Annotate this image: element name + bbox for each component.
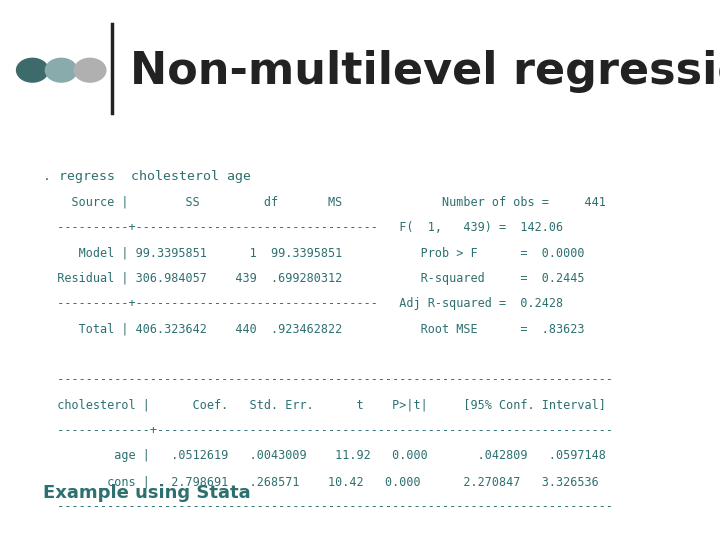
Text: -------------+----------------------------------------------------------------: -------------+--------------------------…: [43, 424, 613, 437]
Text: Non-multilevel regression: Non-multilevel regression: [130, 50, 720, 93]
Text: ------------------------------------------------------------------------------: ----------------------------------------…: [43, 373, 613, 386]
Text: ----------+----------------------------------   F(  1,   439) =  142.06: ----------+-----------------------------…: [43, 221, 563, 234]
Circle shape: [74, 58, 106, 82]
Text: Source |        SS         df       MS              Number of obs =     441: Source | SS df MS Number of obs = 441: [43, 195, 606, 208]
Text: Total | 406.323642    440  .923462822           Root MSE      =  .83623: Total | 406.323642 440 .923462822 Root M…: [43, 322, 585, 335]
Text: . regress  cholesterol age: . regress cholesterol age: [43, 170, 251, 183]
Text: Residual | 306.984057    439  .699280312           R-squared     =  0.2445: Residual | 306.984057 439 .699280312 R-s…: [43, 272, 585, 285]
Text: Model | 99.3395851      1  99.3395851           Prob > F      =  0.0000: Model | 99.3395851 1 99.3395851 Prob > F…: [43, 246, 585, 259]
Text: ----------+----------------------------------   Adj R-squared =  0.2428: ----------+-----------------------------…: [43, 297, 563, 310]
Text: ------------------------------------------------------------------------------: ----------------------------------------…: [43, 500, 613, 513]
Circle shape: [17, 58, 48, 82]
Text: _cons |   2.798691   .268571    10.42   0.000      2.270847   3.326536: _cons | 2.798691 .268571 10.42 0.000 2.2…: [43, 475, 599, 488]
Text: Example using Stata: Example using Stata: [43, 484, 251, 502]
Text: age |   .0512619   .0043009    11.92   0.000       .042809   .0597148: age | .0512619 .0043009 11.92 0.000 .042…: [43, 449, 606, 462]
Circle shape: [45, 58, 77, 82]
Text: cholesterol |      Coef.   Std. Err.      t    P>|t|     [95% Conf. Interval]: cholesterol | Coef. Std. Err. t P>|t| [9…: [43, 399, 606, 411]
